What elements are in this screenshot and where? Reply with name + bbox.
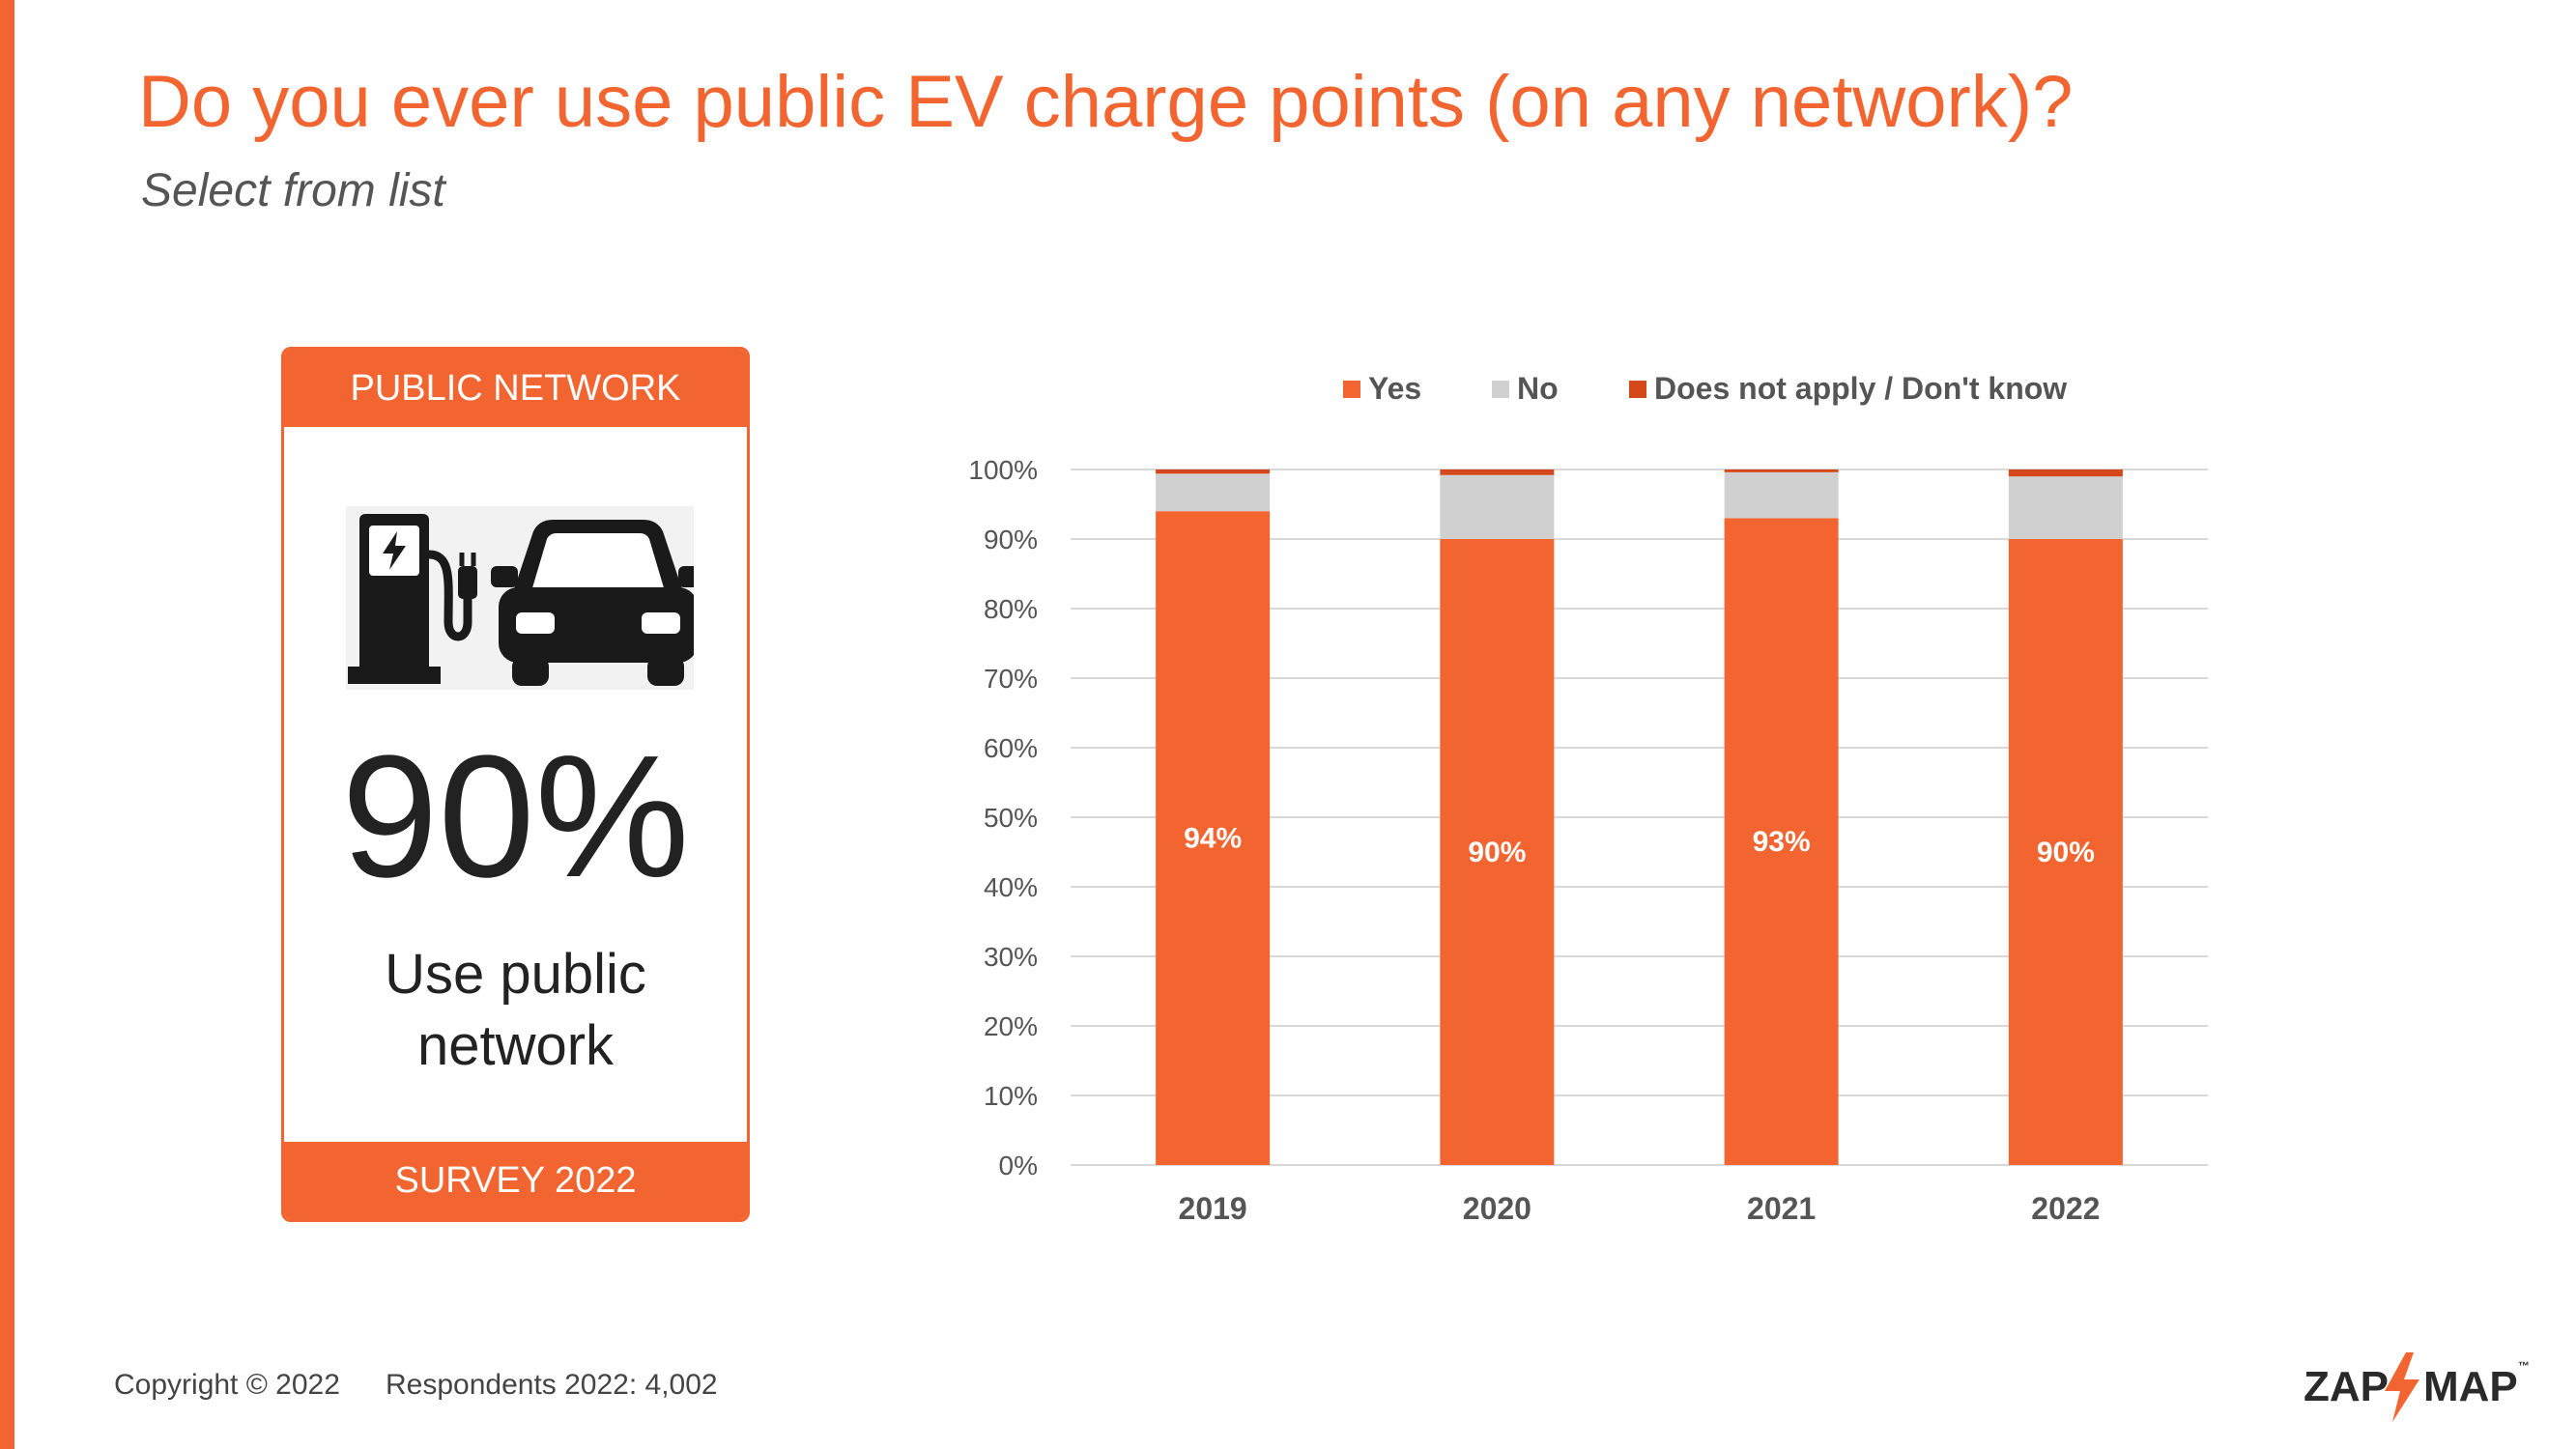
logo-right-text: MAP (2423, 1363, 2518, 1410)
x-tick-label: 2021 (1747, 1191, 1816, 1226)
y-tick-label: 40% (984, 872, 1038, 902)
bar-segment-no (1440, 474, 1555, 539)
bar-segment-no (1724, 471, 1839, 519)
legend-label: No (1517, 371, 1559, 406)
legend-label: Does not apply / Don't know (1654, 371, 2067, 406)
y-tick-label: 50% (984, 803, 1038, 833)
bar-segment-does-not-apply (1156, 469, 1271, 474)
legend-swatch (1343, 381, 1360, 398)
car-icon (491, 520, 705, 686)
chart-x-axis: 2019 2020 2021 2022 (1179, 1191, 2101, 1226)
summary-card: PUBLIC NETWORK (281, 347, 750, 1222)
card-header: PUBLIC NETWORK (284, 350, 747, 427)
bar-data-label: 90% (2037, 837, 2095, 868)
bar-segment-no (2008, 476, 2123, 539)
chart-legend: Yes No Does not apply / Don't know (1343, 371, 2067, 406)
bar-segment-yes (1724, 518, 1839, 1165)
zapmap-logo: ZAP MAP ™ (2304, 1352, 2530, 1422)
lightning-icon (2385, 1352, 2419, 1422)
bar-segment-does-not-apply (1440, 469, 1555, 475)
card-caption-line-1: Use public (385, 943, 646, 1006)
bar-data-label: 90% (1468, 837, 1526, 868)
y-tick-label: 100% (968, 455, 1038, 485)
y-tick-label: 60% (984, 733, 1038, 763)
bar-data-label: 94% (1184, 823, 1242, 855)
legend-swatch (1629, 381, 1646, 398)
bar-segment-yes (1156, 511, 1271, 1165)
respondents-text: Respondents 2022: 4,002 (386, 1369, 718, 1401)
y-tick-label: 90% (984, 525, 1038, 554)
bar-segment-no (1156, 473, 1271, 512)
card-caption: Use public network (284, 939, 747, 1082)
bar-segment-does-not-apply (1724, 469, 1839, 472)
legend-label: Yes (1368, 371, 1421, 406)
chart-bars: 94% 90% 93% 90% (1156, 469, 2123, 1165)
headline-stat: 90% (341, 720, 690, 914)
card-icons (346, 506, 705, 690)
y-tick-label: 20% (984, 1011, 1038, 1041)
logo-trademark: ™ (2518, 1359, 2530, 1373)
legend-swatch (1492, 381, 1509, 398)
y-tick-label: 10% (984, 1081, 1038, 1111)
x-tick-label: 2022 (2031, 1191, 2100, 1226)
y-tick-label: 70% (984, 664, 1038, 694)
x-tick-label: 2019 (1179, 1191, 1247, 1226)
card-caption-line-2: network (416, 1014, 615, 1077)
x-tick-label: 2020 (1463, 1191, 1531, 1226)
bar-segment-yes (2008, 539, 2123, 1165)
stacked-bar-chart: Yes No Does not apply / Don't know 0% 10% 20… (968, 371, 2208, 1226)
card-footer: SURVEY 2022 (284, 1142, 747, 1219)
bar-data-label: 93% (1753, 826, 1811, 858)
y-tick-label: 30% (984, 942, 1038, 972)
y-tick-label: 80% (984, 594, 1038, 624)
left-accent-bar (0, 0, 14, 1449)
ev-charger-icon (348, 514, 477, 684)
logo-left-text: ZAP (2304, 1363, 2389, 1410)
bar-segment-yes (1440, 539, 1555, 1165)
chart-y-axis: 0% 10% 20% 30% 40% 50% 60% 70% 80% 90% 100% (968, 455, 1038, 1180)
copyright-text: Copyright © 2022 (114, 1369, 340, 1401)
y-tick-label: 0% (999, 1151, 1038, 1180)
page-title: Do you ever use public EV charge points … (138, 61, 2074, 143)
page-subtitle: Select from list (141, 165, 445, 216)
bar-segment-does-not-apply (2008, 469, 2123, 477)
